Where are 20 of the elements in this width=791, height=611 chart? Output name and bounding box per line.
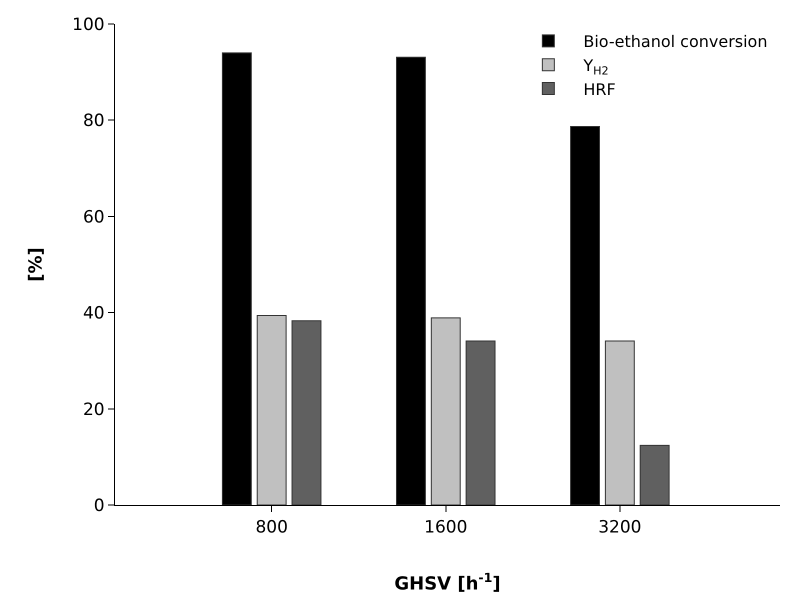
bar [430, 317, 461, 505]
legend-label: Bio-ethanol conversion [583, 32, 768, 52]
x-tick-label: 800 [255, 517, 288, 538]
y-tick-label: 0 [94, 496, 105, 516]
bar [604, 340, 635, 505]
y-tick-label: 60 [82, 207, 105, 228]
y-tick-label: 100 [72, 14, 105, 35]
y-axis-title: [%] [25, 247, 46, 282]
y-tick-label: 20 [82, 400, 105, 420]
legend-label: Y$_{H2}$ [582, 56, 609, 78]
x-tick-label: 1600 [424, 517, 468, 538]
y-tick-label: 40 [82, 304, 105, 324]
x-tick-label: 3200 [598, 517, 642, 538]
x-axis-title: GHSV [h$^{-1}$] [394, 570, 501, 594]
bar [256, 314, 287, 505]
legend-label: HRF [583, 80, 616, 99]
bar [292, 320, 322, 505]
bar [640, 444, 670, 505]
y-tick-label: 80 [82, 111, 105, 132]
bar [466, 340, 496, 505]
